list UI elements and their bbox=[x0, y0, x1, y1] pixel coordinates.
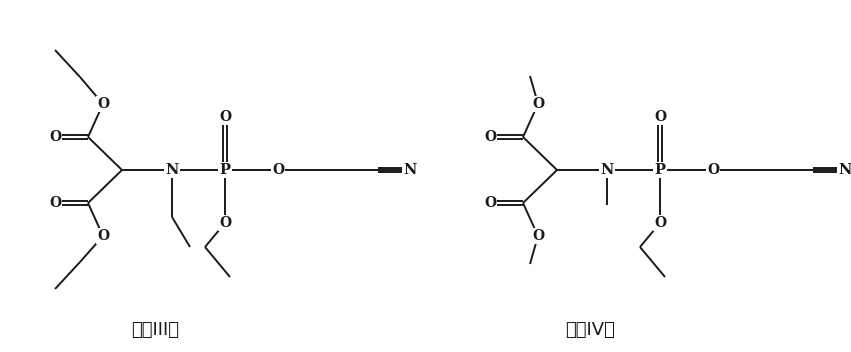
Text: 式（III）: 式（III） bbox=[131, 321, 179, 339]
Text: P: P bbox=[654, 163, 665, 177]
Text: O: O bbox=[532, 229, 544, 243]
Text: O: O bbox=[49, 130, 61, 144]
Text: O: O bbox=[219, 216, 231, 230]
Text: P: P bbox=[220, 163, 231, 177]
Text: N: N bbox=[600, 163, 614, 177]
Text: 式（IV）: 式（IV） bbox=[565, 321, 615, 339]
Text: O: O bbox=[707, 163, 719, 177]
Text: O: O bbox=[272, 163, 284, 177]
Text: O: O bbox=[484, 130, 496, 144]
Text: O: O bbox=[49, 196, 61, 210]
Text: N: N bbox=[838, 163, 851, 177]
Text: O: O bbox=[219, 110, 231, 124]
Text: O: O bbox=[97, 97, 109, 111]
Text: N: N bbox=[165, 163, 179, 177]
Text: O: O bbox=[97, 229, 109, 243]
Text: N: N bbox=[403, 163, 417, 177]
Text: O: O bbox=[532, 97, 544, 111]
Text: O: O bbox=[484, 196, 496, 210]
Text: O: O bbox=[654, 110, 666, 124]
Text: O: O bbox=[654, 216, 666, 230]
